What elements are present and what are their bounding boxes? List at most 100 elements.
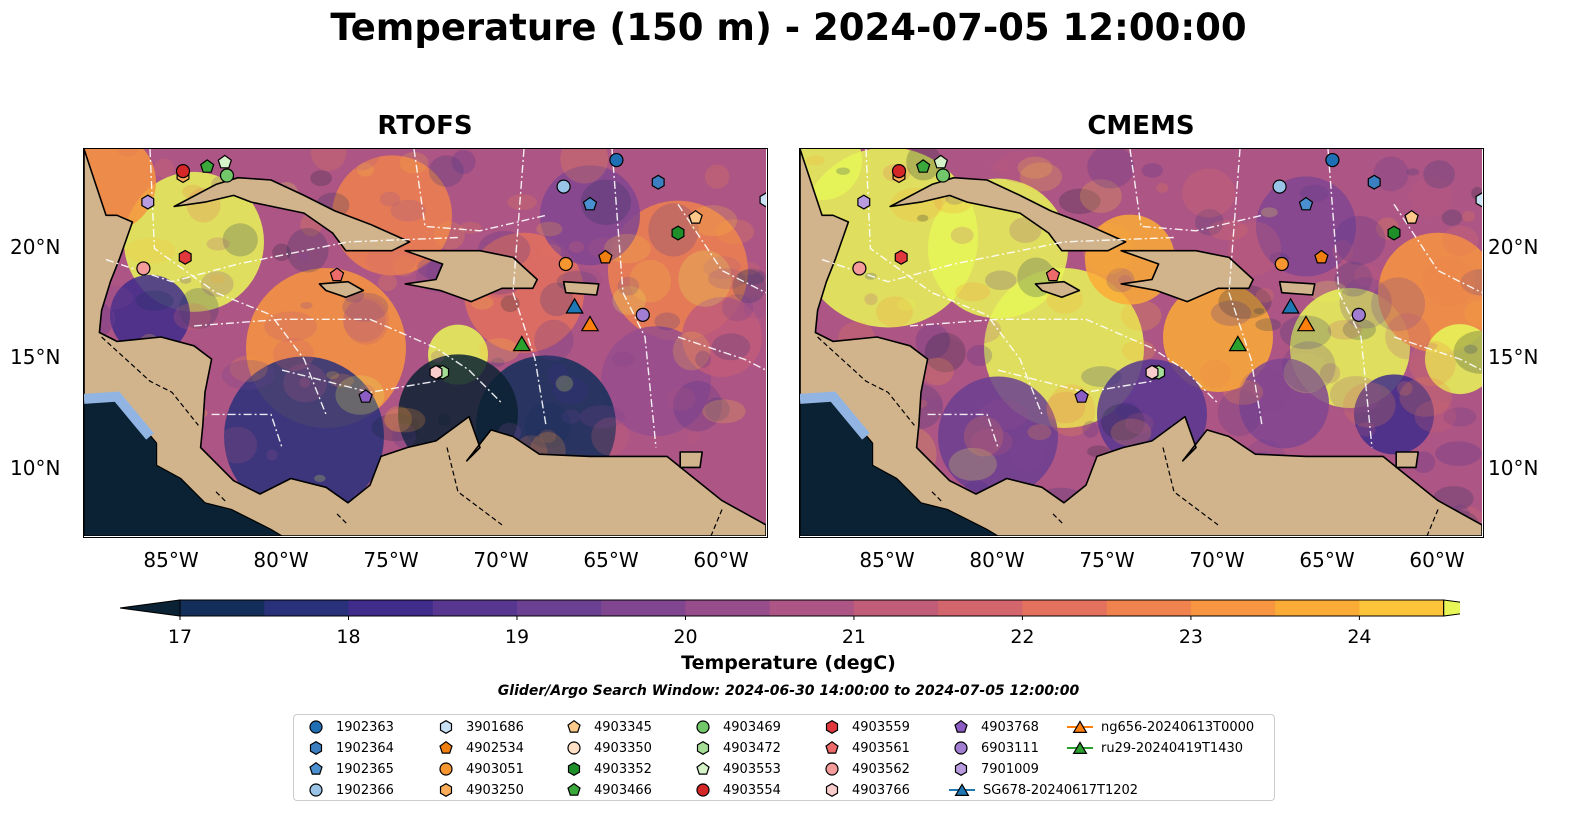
float-4903559[interactable] (178, 249, 192, 265)
eez-boundary (1393, 336, 1482, 371)
eez-boundary (281, 369, 437, 394)
lon-tick-label: 75°W (1079, 548, 1135, 572)
float-4903562[interactable] (136, 261, 151, 276)
legend-marker-hexagon-icon[interactable] (954, 762, 968, 776)
lon-tick-label: 85°W (859, 548, 915, 572)
legend-marker-triangle-icon[interactable] (1072, 720, 1088, 733)
legend-marker-circle-icon[interactable] (696, 783, 710, 797)
float-1902363[interactable] (609, 152, 624, 168)
legend-label: ru29-20240419T1430 (1101, 740, 1244, 756)
float-4903345[interactable] (1404, 209, 1419, 224)
glider-ru29[interactable] (512, 335, 532, 352)
float-1902364[interactable] (1367, 174, 1381, 190)
float-7901009[interactable] (141, 194, 155, 210)
float-4903768[interactable] (1074, 389, 1089, 403)
eez-boundary (413, 149, 547, 232)
float-4903561[interactable] (329, 267, 345, 282)
float-4903553[interactable] (217, 154, 233, 169)
float-4903345[interactable] (688, 209, 703, 224)
lon-tick-label: 60°W (693, 548, 749, 572)
glider-ru29[interactable] (1228, 335, 1248, 352)
float-4903553[interactable] (933, 154, 949, 169)
float-1902365[interactable] (1298, 196, 1314, 211)
eez-boundary (677, 336, 766, 371)
float-4903766[interactable] (429, 364, 443, 380)
legend: 1902363 1902364 1902365 1902366 3901686 49025… (293, 714, 1275, 801)
legend-marker-hexagon-icon[interactable] (567, 762, 581, 776)
float-1902363[interactable] (1325, 152, 1340, 168)
country-border (1162, 447, 1219, 526)
country-border (1426, 509, 1439, 536)
legend-label: 4903562 (852, 761, 910, 777)
legend-marker-pentagon-icon[interactable] (567, 782, 581, 796)
float-4903559[interactable] (894, 249, 908, 265)
float-4903051[interactable] (558, 256, 573, 272)
legend-marker-hexagon-icon[interactable] (696, 741, 710, 755)
colorbar-tick-label: 23 (1178, 626, 1203, 648)
legend-label: 1902364 (336, 740, 394, 756)
legend-marker-hexagon-icon[interactable] (309, 741, 323, 755)
float-4902534[interactable] (1314, 249, 1329, 264)
colorbar-tick-label: 21 (841, 626, 867, 648)
legend-marker-circle-icon[interactable] (954, 741, 968, 755)
legend-marker-circle-icon[interactable] (309, 720, 323, 734)
legend-marker-hexagon-icon[interactable] (439, 783, 453, 797)
legend-label: 4903766 (852, 782, 910, 798)
float-1902364[interactable] (651, 174, 665, 190)
float-4903768[interactable] (358, 389, 373, 403)
float-3901686[interactable] (1475, 192, 1482, 208)
float-3901686[interactable] (759, 192, 766, 208)
legend-item: ng656-20240613T0000 (1067, 717, 1254, 737)
glider-ng656[interactable] (580, 315, 600, 332)
rtofs-map[interactable] (83, 148, 768, 538)
float-4903469[interactable] (935, 168, 951, 183)
legend-label: 4903554 (723, 782, 781, 798)
legend-marker-hexagon-icon[interactable] (439, 720, 453, 734)
legend-marker-pentagon-icon[interactable] (309, 761, 323, 775)
legend-item: 3901686 (434, 717, 524, 737)
float-4903766[interactable] (1145, 364, 1159, 380)
glider-SG678[interactable] (565, 297, 584, 314)
glider-SG678[interactable] (1281, 297, 1300, 314)
legend-marker-pentagon-icon[interactable] (825, 740, 839, 754)
float-7901009[interactable] (857, 194, 871, 210)
legend-marker-circle-icon[interactable] (439, 762, 453, 776)
float-4903466[interactable] (915, 159, 931, 173)
cmems-map[interactable] (799, 148, 1484, 538)
float-4903561[interactable] (1045, 267, 1061, 282)
float-4903466[interactable] (199, 159, 215, 173)
legend-marker-pentagon-icon[interactable] (567, 719, 581, 733)
float-4902534[interactable] (598, 249, 613, 264)
legend-marker-pentagon-icon[interactable] (954, 719, 968, 733)
legend-label: 1902365 (336, 761, 394, 777)
float-4903352[interactable] (1387, 225, 1401, 241)
float-4903352[interactable] (671, 225, 685, 241)
legend-label: 4903250 (466, 782, 524, 798)
float-1902366[interactable] (1272, 179, 1287, 194)
legend-marker-hexagon-icon[interactable] (825, 720, 839, 734)
island (889, 176, 1127, 252)
island (404, 249, 539, 303)
legend-marker-circle-icon[interactable] (309, 783, 323, 797)
lon-tick-label: 65°W (583, 548, 639, 572)
legend-marker-hexagon-icon[interactable] (825, 783, 839, 797)
legend-marker-circle-icon[interactable] (696, 720, 710, 734)
float-6903111[interactable] (1351, 307, 1366, 322)
float-1902366[interactable] (556, 179, 571, 194)
glider-ng656[interactable] (1296, 315, 1316, 332)
legend-marker-circle-icon[interactable] (825, 762, 839, 776)
float-4903554[interactable] (175, 164, 191, 179)
float-1902365[interactable] (582, 196, 598, 211)
legend-marker-pentagon-icon[interactable] (439, 740, 453, 754)
float-4903051[interactable] (1274, 256, 1289, 272)
country-border (336, 513, 349, 526)
float-6903111[interactable] (635, 307, 650, 322)
legend-label: ng656-20240613T0000 (1101, 719, 1255, 735)
float-4903562[interactable] (852, 261, 867, 276)
legend-marker-pentagon-icon[interactable] (696, 761, 710, 775)
legend-marker-triangle-icon[interactable] (1072, 741, 1088, 754)
legend-marker-circle-icon[interactable] (567, 741, 581, 755)
float-4903469[interactable] (219, 168, 235, 183)
legend-marker-triangle-icon[interactable] (954, 783, 970, 796)
float-4903554[interactable] (891, 164, 907, 179)
